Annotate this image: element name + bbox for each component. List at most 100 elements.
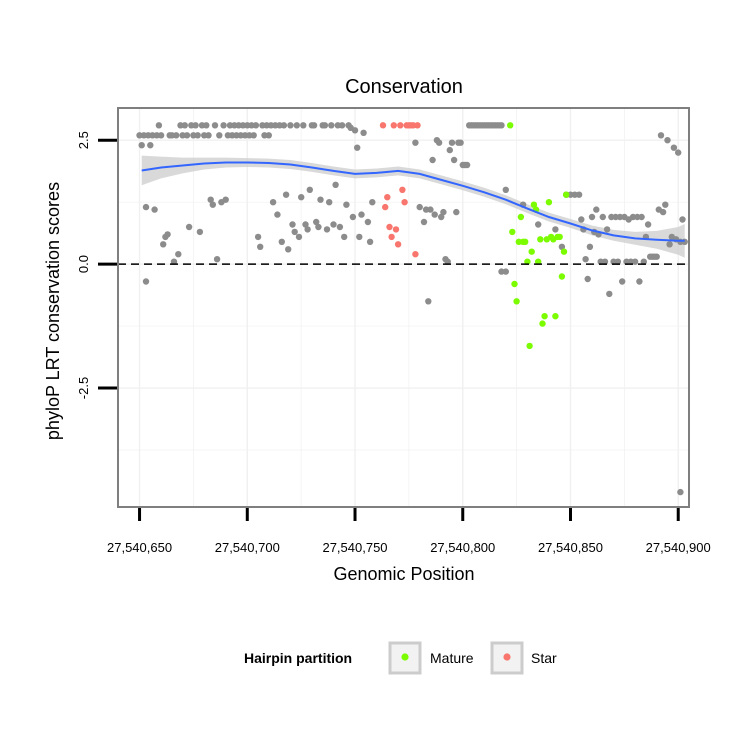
smooth-confidence-band	[141, 155, 685, 258]
data-point-other	[181, 122, 188, 129]
data-point-other	[313, 218, 320, 226]
data-point-other	[213, 256, 221, 263]
data-point-other	[173, 132, 180, 139]
data-point-other	[614, 258, 622, 265]
data-point-mature	[535, 258, 542, 265]
data-point-other	[578, 216, 585, 223]
data-point-other	[463, 161, 471, 169]
data-point-other	[185, 223, 193, 231]
data-point-other	[582, 256, 589, 263]
data-point-other	[679, 216, 686, 223]
data-point-mature	[545, 199, 553, 206]
data-point-other	[138, 142, 145, 149]
data-point-other	[250, 132, 257, 139]
data-point-other	[142, 203, 150, 211]
data-point-other	[310, 122, 318, 129]
data-point-other	[289, 221, 296, 228]
x-tick-label: 27,540,800	[430, 540, 495, 555]
data-point-other	[584, 275, 591, 283]
data-point-other	[616, 213, 624, 221]
data-point-star	[384, 194, 391, 201]
data-point-other	[332, 181, 339, 188]
data-point-other	[285, 246, 292, 253]
data-point-other	[351, 127, 359, 134]
data-point-other	[295, 233, 303, 241]
data-point-mature	[509, 228, 516, 236]
data-point-star	[414, 122, 421, 129]
data-point-other	[644, 221, 652, 228]
data-point-mature	[517, 213, 525, 221]
data-point-other	[448, 139, 456, 146]
data-point-other	[601, 258, 609, 265]
data-point-other	[326, 199, 333, 206]
data-point-mature	[558, 273, 566, 280]
data-point-star	[382, 203, 389, 211]
data-point-other	[659, 208, 667, 216]
data-point-other	[619, 278, 626, 285]
data-point-other	[575, 191, 583, 198]
data-point-other	[205, 132, 212, 139]
data-point-other	[306, 186, 313, 193]
data-point-star	[394, 241, 402, 248]
data-point-mature	[537, 236, 544, 243]
data-point-mature	[552, 313, 559, 320]
data-point-other	[444, 258, 451, 265]
data-point-other	[662, 201, 669, 208]
data-point-other	[438, 213, 445, 221]
legend-label-star: Star	[531, 650, 557, 666]
data-point-other	[535, 221, 542, 228]
data-point-other	[175, 251, 182, 258]
data-point-other	[670, 144, 678, 151]
data-point-mature	[524, 258, 531, 265]
data-point-star	[390, 122, 397, 129]
data-point-mature	[530, 201, 538, 208]
data-point-other	[183, 132, 191, 139]
data-point-other	[446, 146, 453, 154]
data-point-other	[640, 258, 647, 265]
data-point-other	[338, 122, 346, 129]
data-point-other	[336, 223, 344, 231]
legend-key-star-dot	[503, 653, 511, 661]
data-point-mature	[507, 122, 514, 129]
data-point-other	[151, 206, 158, 213]
data-point-mature	[513, 298, 520, 305]
data-point-mature	[539, 320, 546, 327]
data-point-other	[196, 228, 204, 236]
data-point-other	[657, 132, 665, 139]
data-point-other	[170, 258, 178, 265]
panel-border	[117, 107, 690, 508]
data-point-other	[435, 139, 443, 146]
data-point-other	[552, 226, 559, 233]
data-point-other	[593, 206, 600, 213]
legend-label-mature: Mature	[430, 650, 474, 666]
data-point-other	[317, 196, 324, 203]
data-point-other	[364, 218, 372, 226]
data-point-other	[216, 132, 223, 139]
data-point-other	[155, 122, 163, 129]
data-point-other	[194, 132, 201, 139]
legend-title: Hairpin partition	[244, 650, 352, 666]
data-point-other	[677, 488, 684, 496]
data-point-other	[502, 186, 509, 193]
data-point-other	[302, 221, 309, 228]
data-point-star	[392, 226, 400, 233]
data-point-other	[425, 298, 432, 305]
data-point-other	[606, 290, 613, 298]
data-point-other	[298, 194, 305, 201]
data-point-other	[157, 132, 165, 139]
data-point-star	[397, 122, 404, 129]
data-point-other	[328, 122, 335, 129]
x-tick-label: 27,540,650	[107, 540, 172, 555]
data-point-other	[287, 122, 294, 129]
data-point-other	[675, 149, 682, 156]
y-axis: -2.5 0.0 2.5	[76, 131, 117, 399]
data-point-other	[360, 129, 367, 136]
data-point-other	[160, 241, 167, 248]
data-point-other	[254, 233, 262, 241]
data-point-other	[300, 122, 307, 129]
data-point-other	[502, 268, 509, 275]
data-point-other	[638, 213, 645, 221]
data-point-other	[588, 213, 596, 221]
data-point-other	[164, 231, 171, 238]
